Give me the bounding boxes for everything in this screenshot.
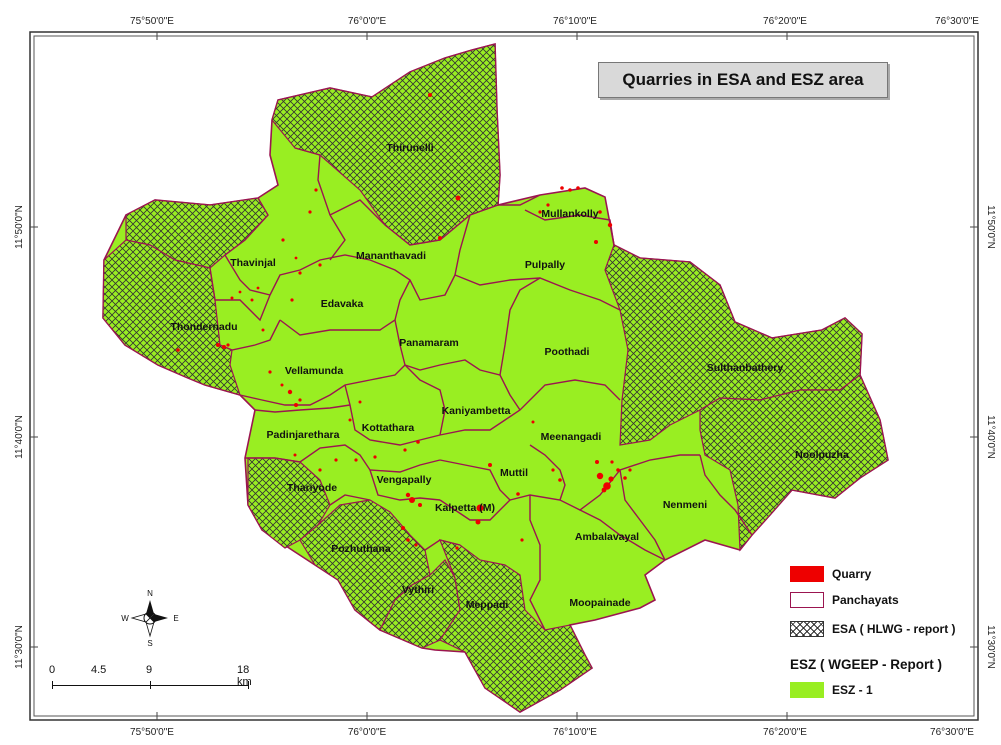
esa-hatch-layer — [102, 43, 889, 713]
graticule-ticks — [30, 32, 978, 720]
legend-esz-heading: ESZ ( WGEEP - Report ) — [790, 657, 943, 672]
coord-right-2: 11°40'0"N — [985, 415, 996, 459]
label-moopainade: Moopainade — [569, 597, 630, 609]
label-poothadi: Poothadi — [545, 346, 590, 358]
coord-bottom-1: 75°50'0"E — [130, 727, 174, 738]
scale-label-4-5: 4.5 — [91, 664, 107, 676]
label-nenmeni: Nenmeni — [663, 499, 707, 511]
label-thirunelli: Thirunelli — [386, 142, 433, 154]
scale-label-0: 0 — [49, 664, 56, 676]
label-vythiri: Vythiri — [402, 584, 434, 596]
quarry-points — [176, 93, 632, 550]
coord-left-2: 11°40'0"N — [14, 415, 25, 459]
coord-right-1: 11°50'0"N — [985, 205, 996, 249]
legend-esz1-label: ESZ - 1 — [832, 683, 873, 697]
coord-top-1: 75°50'0"E — [130, 16, 174, 27]
label-pozhuthana: Pozhuthana — [331, 543, 391, 555]
map-title: Quarries in ESA and ESZ area — [598, 62, 888, 98]
scale-tick-9 — [150, 681, 151, 689]
panchayat-boundaries — [209, 147, 753, 631]
north-arrow: N S E W — [121, 589, 178, 648]
scale-tick-0 — [52, 681, 53, 689]
north-label: N — [147, 589, 153, 598]
label-sulthanbathery: Sulthanbathery — [707, 362, 784, 374]
scale-bar: 0 4.5 9 18 km — [46, 664, 256, 694]
coord-bottom-2: 76°0'0"E — [348, 727, 387, 738]
label-kalpetta: Kalpetta (M) — [435, 502, 495, 514]
coord-top-5: 76°30'0"E — [935, 16, 979, 27]
label-muttil: Muttil — [500, 467, 528, 479]
label-meppadi: Meppadi — [466, 599, 509, 611]
legend-panchayats-label: Panchayats — [832, 593, 899, 607]
label-noolpuzha: Noolpuzha — [795, 449, 849, 461]
label-vengapally: Vengapally — [377, 474, 432, 486]
west-label: W — [121, 614, 129, 623]
scale-tick-18 — [248, 681, 249, 689]
label-mullankolly: Mullankolly — [541, 208, 598, 220]
esa-noolpuzha — [699, 374, 889, 552]
label-thavinjal: Thavinjal — [230, 257, 276, 269]
label-vellamunda: Vellamunda — [285, 365, 344, 377]
legend-quarry: Quarry — [790, 566, 871, 582]
label-kottathara: Kottathara — [362, 422, 415, 434]
esa-thondernadu — [102, 239, 241, 396]
coord-bottom-4: 76°20'0"E — [763, 727, 807, 738]
south-label: S — [147, 639, 152, 648]
coord-bottom-3: 76°10'0"E — [553, 727, 597, 738]
coord-top-3: 76°10'0"E — [553, 16, 597, 27]
esa-meppadi — [439, 539, 593, 713]
label-panamaram: Panamaram — [399, 337, 459, 349]
outer-frame — [29, 31, 979, 721]
coord-bottom-5: 76°30'0"E — [930, 727, 974, 738]
legend-esa: ESA ( HLWG - report ) — [790, 621, 956, 637]
label-padinjarethara: Padinjarethara — [267, 429, 340, 441]
label-thariyode: Thariyode — [287, 482, 337, 494]
legend-panchayats: Panchayats — [790, 592, 899, 608]
esz-swatch — [790, 682, 824, 698]
legend-esz1: ESZ - 1 — [790, 682, 873, 698]
label-edavaka: Edavaka — [321, 298, 364, 310]
label-mananthavadi: Mananthavadi — [356, 250, 426, 262]
coord-left-1: 11°50'0"N — [14, 205, 25, 249]
scale-label-9: 9 — [146, 664, 153, 676]
east-label: E — [173, 614, 178, 623]
legend-quarry-label: Quarry — [832, 567, 872, 581]
coord-top-4: 76°20'0"E — [763, 16, 807, 27]
label-ambalavayal: Ambalavayal — [575, 531, 639, 543]
coord-top-2: 76°0'0"E — [348, 16, 387, 27]
label-thondernadu: Thondernadu — [170, 321, 237, 333]
label-meenangadi: Meenangadi — [541, 431, 602, 443]
coord-right-3: 11°30'0"N — [985, 625, 996, 669]
quarry-swatch — [790, 566, 824, 582]
esa-swatch — [790, 621, 824, 637]
panchayat-swatch — [790, 592, 824, 608]
label-pulpally: Pulpally — [525, 259, 565, 271]
coord-left-3: 11°30'0"N — [14, 625, 25, 669]
legend-esa-label: ESA ( HLWG - report ) — [832, 622, 956, 636]
label-kaniyambetta: Kaniyambetta — [442, 405, 511, 417]
